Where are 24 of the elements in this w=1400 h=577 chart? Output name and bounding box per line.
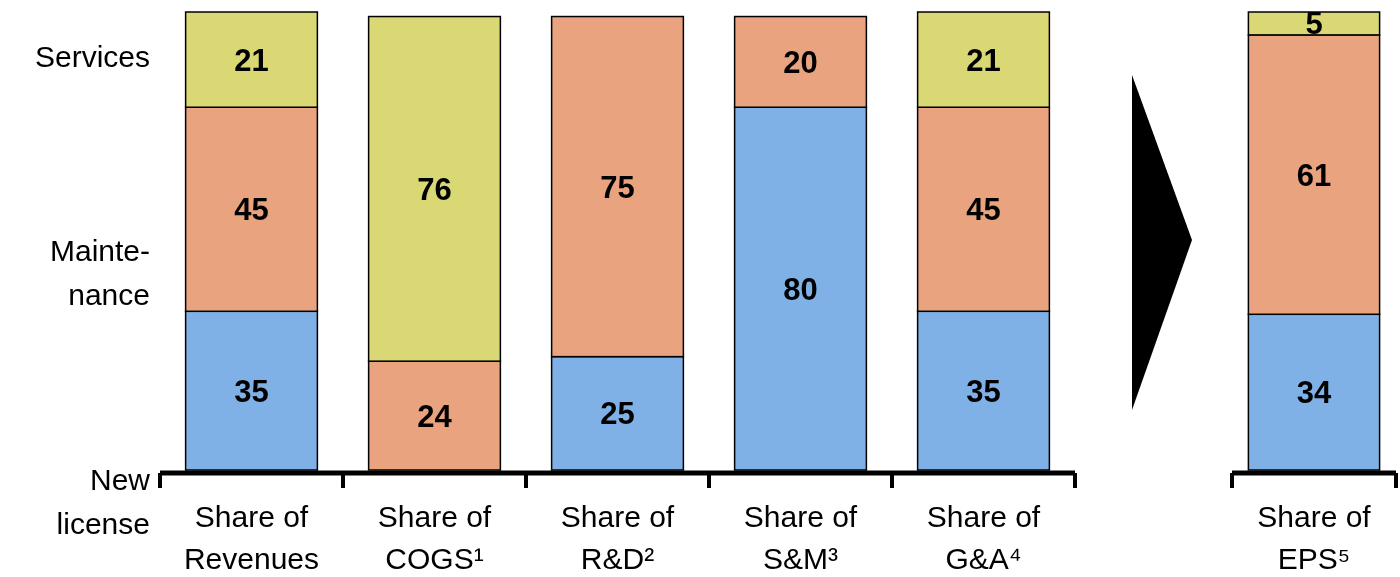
x-tick-label: Share of S&M³ xyxy=(743,500,858,575)
data-label: 35 xyxy=(966,373,1001,409)
data-label: 24 xyxy=(417,398,453,434)
data-label: 80 xyxy=(783,271,818,307)
data-label: 5 xyxy=(1305,6,1323,42)
x-tick-label: Share of R&D² xyxy=(560,500,675,575)
x-tick-label: Share of Revenues xyxy=(183,500,320,575)
data-label: 21 xyxy=(234,42,269,78)
x-tick-label: Share of G&A⁴ xyxy=(926,500,1041,575)
data-label: 25 xyxy=(600,396,635,432)
data-label: 75 xyxy=(600,169,635,205)
data-label: 20 xyxy=(783,44,818,80)
x-tick-label: Share of EPS⁵ xyxy=(1257,500,1372,575)
data-label: 35 xyxy=(234,373,269,409)
legend-label: New license xyxy=(56,463,151,540)
data-label: 34 xyxy=(1296,375,1332,411)
x-tick-label: Share of COGS¹ xyxy=(377,500,492,575)
data-label: 61 xyxy=(1296,157,1332,193)
data-label: 45 xyxy=(966,192,1001,228)
data-label: 45 xyxy=(234,192,269,228)
data-label: 76 xyxy=(417,171,452,207)
series-label: Services xyxy=(34,40,150,73)
series-label: Mainte- nance xyxy=(49,234,150,312)
data-label: 21 xyxy=(966,42,1001,78)
